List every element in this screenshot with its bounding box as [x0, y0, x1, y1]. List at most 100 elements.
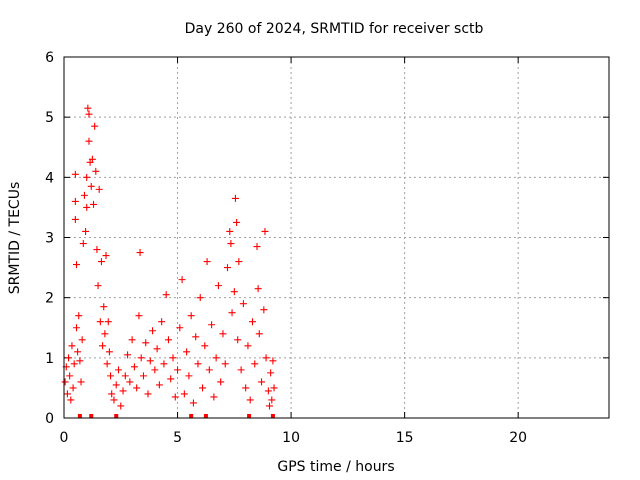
- data-point: [208, 321, 216, 329]
- data-point: [230, 288, 238, 296]
- zero-data-point: [189, 414, 194, 418]
- y-tick-label: 4: [45, 170, 54, 186]
- data-point: [176, 324, 184, 332]
- data-point: [194, 360, 202, 368]
- zero-data-point: [247, 414, 252, 418]
- data-point: [210, 393, 218, 401]
- data-point: [151, 366, 159, 374]
- data-point: [71, 170, 79, 178]
- data-point: [133, 384, 141, 392]
- data-point: [160, 360, 168, 368]
- x-tick-label: 10: [282, 430, 300, 446]
- data-point: [233, 218, 241, 226]
- data-point: [83, 173, 91, 181]
- data-point: [90, 200, 98, 208]
- data-point: [244, 342, 252, 350]
- data-point: [167, 375, 175, 383]
- data-point: [149, 327, 157, 335]
- data-point: [217, 378, 225, 386]
- y-tick-label: 5: [45, 110, 54, 126]
- data-point: [87, 182, 95, 190]
- data-point: [63, 390, 71, 398]
- data-point: [270, 384, 278, 392]
- data-point: [158, 318, 166, 326]
- data-point: [235, 258, 243, 266]
- data-point: [242, 384, 250, 392]
- data-point: [139, 372, 147, 380]
- data-point: [79, 240, 87, 248]
- y-tick-label: 3: [45, 231, 54, 247]
- y-tick-label: 0: [45, 411, 54, 427]
- data-point: [268, 396, 276, 404]
- data-point: [142, 339, 150, 347]
- data-point: [169, 354, 177, 362]
- data-point: [124, 351, 132, 359]
- data-point: [267, 369, 275, 377]
- data-point: [136, 249, 144, 257]
- data-point: [253, 243, 261, 251]
- data-point: [135, 312, 143, 320]
- data-point: [65, 354, 73, 362]
- data-point: [239, 300, 247, 308]
- data-point: [82, 227, 90, 235]
- data-point: [85, 137, 93, 145]
- zero-data-point: [114, 414, 119, 418]
- data-point: [183, 348, 191, 356]
- data-point: [248, 318, 256, 326]
- data-point: [224, 264, 231, 272]
- data-point: [212, 354, 220, 362]
- data-point: [231, 194, 239, 202]
- tick-labels: 0 5 10 15 20 0 1 2 3 4 5 6: [45, 50, 527, 446]
- data-point: [119, 387, 127, 395]
- data-point: [94, 282, 102, 290]
- data-point: [155, 381, 163, 389]
- data-point: [178, 276, 186, 284]
- data-point: [227, 240, 235, 248]
- data-point: [258, 378, 266, 386]
- data-point: [203, 258, 211, 266]
- zero-data-point: [77, 414, 82, 418]
- data-point: [192, 333, 200, 341]
- data-point: [201, 342, 209, 350]
- data-point: [117, 402, 125, 410]
- data-point: [71, 215, 79, 223]
- data-point: [85, 110, 93, 118]
- data-point: [72, 324, 80, 332]
- data-point: [262, 354, 270, 362]
- data-point: [164, 336, 172, 344]
- data-point: [74, 348, 82, 356]
- data-point: [205, 366, 213, 374]
- data-point: [226, 227, 234, 235]
- data-point: [71, 197, 79, 205]
- data-point: [105, 348, 113, 356]
- data-point: [261, 227, 269, 235]
- data-point: [171, 393, 179, 401]
- x-axis-label: GPS time / hours: [277, 459, 394, 475]
- y-axis-label: SRMTID / TECUs: [7, 182, 23, 295]
- data-point: [130, 363, 138, 371]
- plot-frame: [63, 56, 610, 419]
- chart-title: Day 260 of 2024, SRMTID for receiver sct…: [185, 21, 484, 37]
- y-tick-label: 2: [45, 291, 54, 307]
- data-point: [189, 399, 197, 407]
- data-point: [108, 390, 116, 398]
- data-point: [95, 185, 103, 193]
- x-tick-label: 20: [509, 430, 527, 446]
- data-point: [214, 282, 222, 290]
- data-point: [174, 366, 182, 374]
- data-point: [88, 155, 96, 163]
- x-tick-label: 0: [60, 430, 69, 446]
- y-tick-label: 6: [45, 50, 54, 66]
- data-point: [72, 261, 80, 269]
- data-point: [101, 330, 109, 338]
- data-point: [102, 252, 110, 260]
- data-point: [83, 203, 91, 211]
- x-tick-label: 5: [173, 430, 182, 446]
- data-point: [260, 306, 268, 314]
- data-point: [103, 360, 111, 368]
- data-point: [100, 303, 108, 311]
- data-point: [237, 366, 245, 374]
- data-point: [67, 396, 75, 404]
- data-point: [255, 330, 263, 338]
